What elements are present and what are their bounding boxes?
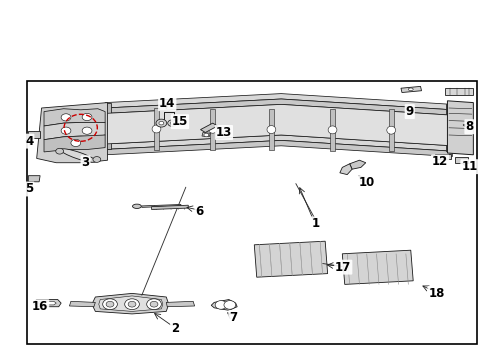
Ellipse shape bbox=[266, 126, 275, 134]
Text: 7: 7 bbox=[229, 311, 237, 324]
Polygon shape bbox=[69, 301, 95, 307]
Circle shape bbox=[124, 299, 139, 310]
Polygon shape bbox=[33, 300, 61, 307]
Circle shape bbox=[146, 299, 161, 310]
Polygon shape bbox=[444, 88, 472, 95]
Polygon shape bbox=[211, 300, 237, 310]
Bar bbox=[27, 81, 476, 344]
Polygon shape bbox=[28, 176, 40, 182]
Polygon shape bbox=[342, 250, 412, 284]
Polygon shape bbox=[105, 104, 451, 146]
Text: 17: 17 bbox=[334, 261, 351, 274]
Polygon shape bbox=[154, 108, 159, 150]
Text: 4: 4 bbox=[25, 135, 33, 148]
Text: 11: 11 bbox=[460, 160, 477, 173]
Polygon shape bbox=[105, 99, 451, 115]
Polygon shape bbox=[400, 86, 421, 93]
Text: 16: 16 bbox=[32, 300, 48, 313]
Ellipse shape bbox=[407, 88, 412, 90]
Ellipse shape bbox=[327, 126, 336, 134]
Circle shape bbox=[71, 139, 81, 147]
Ellipse shape bbox=[152, 125, 161, 133]
Text: 18: 18 bbox=[427, 287, 444, 300]
Text: 5: 5 bbox=[25, 183, 33, 195]
Polygon shape bbox=[254, 241, 327, 277]
Polygon shape bbox=[44, 109, 105, 126]
Polygon shape bbox=[329, 109, 334, 150]
Ellipse shape bbox=[156, 119, 166, 127]
Ellipse shape bbox=[93, 157, 101, 162]
Text: 1: 1 bbox=[311, 217, 319, 230]
Circle shape bbox=[106, 301, 114, 307]
Circle shape bbox=[224, 301, 235, 309]
Polygon shape bbox=[434, 154, 450, 159]
Text: 12: 12 bbox=[431, 156, 447, 168]
Polygon shape bbox=[166, 301, 194, 307]
Polygon shape bbox=[105, 140, 451, 157]
Circle shape bbox=[61, 114, 71, 121]
Text: 6: 6 bbox=[195, 205, 203, 218]
Circle shape bbox=[82, 113, 92, 121]
Polygon shape bbox=[151, 205, 188, 210]
Polygon shape bbox=[44, 135, 105, 152]
Polygon shape bbox=[202, 132, 210, 137]
Polygon shape bbox=[28, 131, 40, 138]
Ellipse shape bbox=[132, 204, 141, 208]
Polygon shape bbox=[339, 164, 351, 175]
Text: 3: 3 bbox=[81, 156, 89, 169]
Polygon shape bbox=[200, 123, 217, 132]
Circle shape bbox=[102, 299, 117, 310]
Text: 14: 14 bbox=[159, 97, 175, 110]
Ellipse shape bbox=[159, 121, 163, 125]
Circle shape bbox=[215, 301, 226, 309]
Polygon shape bbox=[105, 94, 451, 110]
Ellipse shape bbox=[203, 133, 208, 137]
Polygon shape bbox=[99, 296, 163, 311]
Polygon shape bbox=[447, 101, 472, 155]
Polygon shape bbox=[92, 293, 168, 314]
Polygon shape bbox=[38, 301, 56, 305]
Polygon shape bbox=[105, 135, 451, 151]
Text: 15: 15 bbox=[171, 115, 188, 128]
Polygon shape bbox=[268, 109, 273, 150]
Polygon shape bbox=[210, 109, 215, 150]
Text: 8: 8 bbox=[465, 120, 472, 133]
Circle shape bbox=[82, 127, 92, 134]
Polygon shape bbox=[349, 160, 365, 169]
Ellipse shape bbox=[56, 148, 63, 154]
Text: 13: 13 bbox=[215, 126, 232, 139]
Text: 9: 9 bbox=[405, 105, 413, 118]
Ellipse shape bbox=[61, 149, 96, 162]
Circle shape bbox=[150, 301, 158, 307]
Ellipse shape bbox=[170, 122, 174, 125]
Circle shape bbox=[128, 301, 136, 307]
Polygon shape bbox=[44, 122, 105, 140]
Text: 10: 10 bbox=[358, 176, 374, 189]
Ellipse shape bbox=[208, 125, 217, 133]
Polygon shape bbox=[454, 157, 468, 163]
Ellipse shape bbox=[386, 126, 395, 134]
Polygon shape bbox=[142, 204, 181, 207]
Polygon shape bbox=[105, 103, 111, 149]
Ellipse shape bbox=[167, 120, 176, 126]
Polygon shape bbox=[388, 109, 393, 151]
Circle shape bbox=[61, 127, 71, 134]
Polygon shape bbox=[445, 104, 451, 151]
Polygon shape bbox=[37, 103, 107, 163]
Text: 2: 2 bbox=[171, 322, 179, 335]
